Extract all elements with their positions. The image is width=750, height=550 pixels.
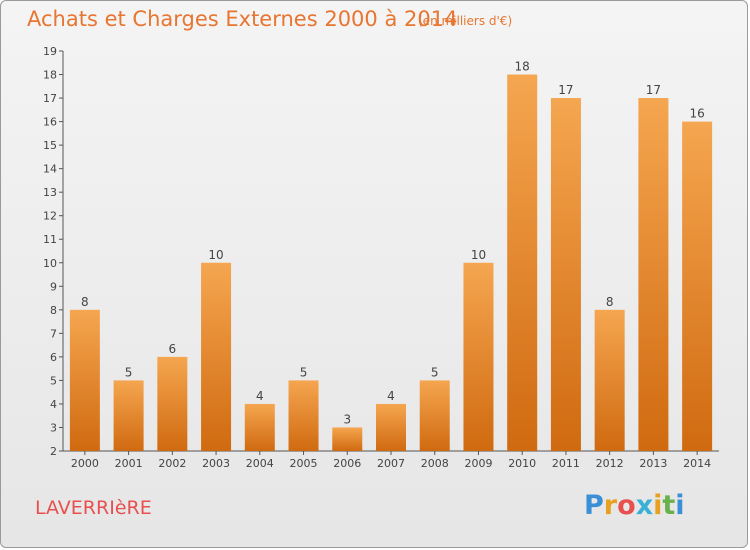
logo-letter: i	[653, 490, 663, 521]
logo-letter: i	[675, 490, 685, 521]
y-tick-label: 18	[43, 69, 57, 82]
bar-2000	[69, 309, 100, 451]
value-label: 8	[606, 295, 614, 309]
y-tick-label: 13	[43, 186, 57, 199]
value-label: 8	[81, 295, 89, 309]
chart-title: Achats et Charges Externes 2000 à 2014	[27, 7, 458, 31]
bar-2011	[550, 98, 581, 451]
bar-2013	[638, 98, 669, 451]
y-tick-label: 6	[50, 351, 57, 364]
bar-2014	[682, 121, 713, 452]
logo-letter: x	[635, 490, 654, 521]
x-tick-label: 2001	[115, 457, 143, 470]
y-tick-label: 3	[50, 421, 57, 434]
bar-2006	[332, 427, 363, 451]
y-tick-label: 4	[50, 398, 57, 411]
x-tick-label: 2002	[158, 457, 186, 470]
bar-2009	[463, 262, 494, 451]
y-tick-label: 16	[43, 116, 57, 129]
value-label: 16	[689, 107, 704, 121]
x-tick-label: 2008	[421, 457, 449, 470]
logo-letter: t	[662, 490, 676, 521]
x-tick-label: 2003	[202, 457, 230, 470]
y-tick-label: 15	[43, 139, 57, 152]
y-tick-label: 10	[43, 257, 57, 270]
y-tick-label: 12	[43, 210, 57, 223]
place-name: LAVERRIèRE	[35, 497, 152, 519]
y-tick-label: 7	[50, 327, 57, 340]
bar-2005	[288, 380, 319, 451]
value-label: 17	[558, 83, 573, 97]
x-tick-label: 2011	[552, 457, 580, 470]
x-tick-label: 2010	[508, 457, 536, 470]
value-label: 3	[343, 412, 351, 426]
value-label: 5	[300, 365, 308, 379]
x-tick-label: 2012	[596, 457, 624, 470]
bar-2010	[507, 74, 538, 451]
x-tick-label: 2004	[246, 457, 274, 470]
x-tick-label: 2005	[290, 457, 318, 470]
y-tick-label: 5	[50, 374, 57, 387]
value-label: 5	[125, 365, 133, 379]
logo-letter: r	[603, 490, 618, 521]
logo-letter: o	[617, 490, 636, 521]
y-tick-label: 8	[50, 304, 57, 317]
proxiti-logo: Proxiti	[584, 490, 685, 521]
bars	[69, 74, 713, 452]
bar-2002	[157, 356, 188, 451]
y-tick-label: 2	[50, 445, 57, 458]
x-tick-label: 2009	[464, 457, 492, 470]
value-label: 18	[515, 60, 530, 74]
bar-2012	[594, 309, 625, 451]
value-label: 4	[256, 389, 264, 403]
bar-2001	[113, 380, 144, 451]
value-label: 10	[208, 248, 223, 262]
x-tick-label: 2006	[333, 457, 361, 470]
bar-2004	[244, 403, 275, 451]
logo-letter: P	[584, 490, 604, 521]
x-tick-label: 2000	[71, 457, 99, 470]
x-tick-label: 2007	[377, 457, 405, 470]
value-label: 10	[471, 248, 486, 262]
axes: 2 3 4 5 6 7 8 9 10 11 12 13 14 15 16 17 18 19 2000 2001 2002…	[43, 45, 719, 470]
value-label: 17	[646, 83, 661, 97]
bar-2007	[376, 403, 406, 451]
y-tick-label: 11	[43, 233, 57, 246]
y-tick-label: 14	[43, 163, 57, 176]
data-labels: 8 5 6 10 4 5 3 4 5 10 18 17 8 17 16	[81, 60, 705, 427]
bar-2008	[419, 380, 450, 451]
value-label: 6	[169, 342, 177, 356]
bar-2003	[201, 262, 232, 451]
x-tick-label: 2014	[683, 457, 711, 470]
y-tick-label: 17	[43, 92, 57, 105]
value-label: 4	[387, 389, 395, 403]
y-tick-label: 19	[43, 45, 57, 58]
x-tick-label: 2013	[639, 457, 667, 470]
value-label: 5	[431, 365, 439, 379]
y-tick-label: 9	[50, 280, 57, 293]
chart-subtitle: (en milliers d'€)	[418, 14, 513, 28]
